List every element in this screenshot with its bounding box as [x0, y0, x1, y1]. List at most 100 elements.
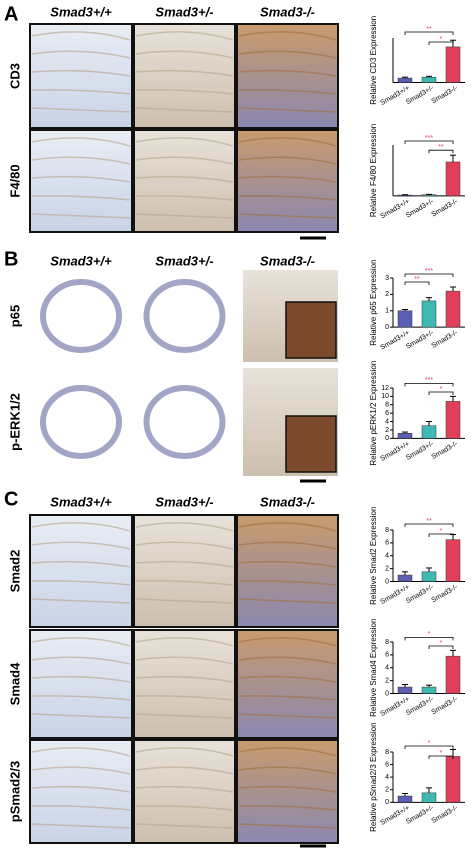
significance-label: * [428, 631, 431, 638]
bar [397, 574, 413, 582]
y-axis-label: Relative CD3 Expression [369, 16, 378, 105]
tissue-fiber [31, 805, 131, 811]
row-label: pSmad2/3 [7, 761, 22, 822]
micrograph [29, 514, 133, 628]
tissue-fiber [135, 766, 234, 775]
tissue-fiber [31, 695, 131, 701]
tissue-fiber [135, 107, 234, 113]
y-tick-label: 8 [385, 527, 389, 534]
tissue-fiber [135, 175, 234, 183]
tissue-fiber [31, 560, 131, 568]
tissue-fiber [31, 637, 131, 647]
significance-bracket [428, 391, 454, 395]
inset [285, 415, 337, 473]
significance-bracket [428, 533, 454, 537]
y-tick-label: 2 [385, 565, 389, 572]
tissue-fiber [135, 656, 234, 665]
micrograph [133, 23, 236, 129]
tissue-fiber [135, 805, 234, 811]
y-tick-label: 3 [385, 275, 389, 282]
y-axis-label: Relative Smad2 Expression [369, 507, 378, 605]
micrograph [133, 629, 236, 739]
tissue-fiber [238, 50, 337, 59]
tissue-fiber [31, 50, 131, 59]
x-tick-label: Smad3-/- [430, 329, 459, 350]
y-tick-label: 12 [381, 385, 389, 392]
micrograph [236, 23, 339, 129]
row-label: Smad2 [7, 550, 22, 593]
y-tick-label: 2 [385, 677, 389, 684]
y-tick-label: 4 [385, 553, 389, 560]
tissue-fiber [238, 785, 337, 793]
tissue-fiber [31, 785, 131, 793]
tissue-fiber [238, 69, 337, 77]
tissue-fiber [135, 695, 234, 701]
bar [445, 655, 461, 694]
tissue-fiber [238, 656, 337, 665]
x-tick-label: Smad3+/- [405, 329, 436, 351]
bar [445, 539, 461, 582]
tissue-fiber [31, 137, 131, 147]
significance-bracket [404, 523, 454, 527]
tissue-fiber [135, 675, 234, 683]
y-tick-label: 8 [385, 402, 389, 409]
micrograph [236, 514, 339, 628]
y-tick-label: 8 [385, 749, 389, 756]
tissue-fiber [135, 195, 234, 201]
micrograph [236, 629, 339, 739]
tissue-fiber [238, 560, 337, 568]
tissue-fiber [238, 766, 337, 775]
bar [397, 686, 413, 694]
column-header: Smad3+/+ [50, 494, 112, 509]
significance-bracket [428, 41, 454, 45]
x-tick-label: Smad3-/- [430, 695, 459, 716]
tissue-fiber [31, 747, 131, 757]
tissue-fiber [31, 107, 131, 113]
significance-bracket [428, 149, 454, 154]
bar [397, 77, 413, 83]
vessel-ring [143, 279, 226, 353]
significance-label: * [440, 750, 443, 757]
significance-bracket [404, 273, 454, 277]
tissue-fiber [135, 580, 234, 586]
tissue-fiber [238, 175, 337, 183]
tissue-fiber [31, 766, 131, 775]
x-tick-label: Smad3+/- [405, 440, 436, 462]
bar [397, 795, 413, 803]
tissue-fiber [31, 175, 131, 183]
significance-label: * [440, 528, 443, 535]
bar [397, 310, 413, 328]
bar [421, 792, 437, 803]
bar [445, 46, 461, 83]
row-label: p-ERK1/2 [7, 393, 22, 451]
y-tick-label: 4 [385, 418, 389, 425]
significance-bracket [404, 140, 454, 144]
tissue-fiber [238, 713, 337, 719]
tissue-fiber [238, 580, 337, 586]
tissue-fiber [135, 713, 234, 719]
column-header: Smad3+/- [155, 4, 213, 19]
tissue-fiber [31, 213, 131, 219]
significance-bracket [404, 281, 430, 286]
y-tick-label: 0 [385, 435, 389, 442]
tissue-fiber [238, 107, 337, 113]
tissue-fiber [135, 522, 234, 532]
tissue-fiber [135, 823, 234, 829]
significance-label: ** [414, 276, 420, 283]
y-tick-label: 4 [385, 774, 389, 781]
significance-bracket [404, 745, 454, 749]
tissue-fiber [135, 69, 234, 77]
tissue-fiber [31, 823, 131, 829]
y-tick-label: 6 [385, 410, 389, 417]
tissue-fiber [135, 213, 234, 219]
tissue-fiber [238, 823, 337, 829]
tissue-fiber [238, 805, 337, 811]
micrograph [133, 514, 236, 628]
x-tick-label: Smad3-/- [430, 583, 459, 604]
significance-label: ** [438, 144, 444, 151]
tissue-fiber [31, 675, 131, 683]
tissue-fiber [238, 522, 337, 532]
tissue-fiber [238, 31, 337, 41]
micrograph [29, 629, 133, 739]
